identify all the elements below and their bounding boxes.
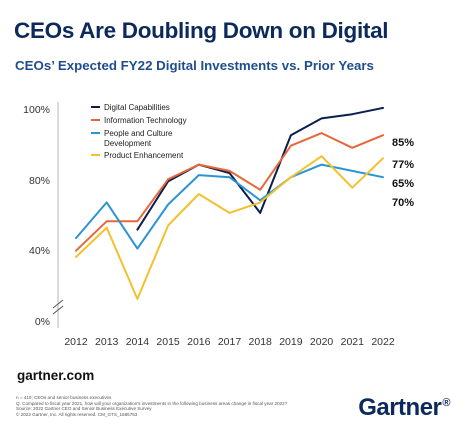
axis-break-mark-1: [52, 299, 64, 309]
y-tick-label-80: 80%: [29, 175, 50, 187]
y-tick-label-100: 100%: [23, 104, 50, 116]
series-line-information-technology: [75, 132, 384, 252]
legend-label: People and Culture Development: [104, 129, 175, 148]
footnote-source: Source: 2022 Gartner CEO and Senior Busi…: [16, 406, 152, 412]
legend-item-information-technology: Information Technology: [91, 116, 187, 125]
x-tick-label: 2022: [371, 336, 395, 348]
x-tick-label: 2015: [156, 336, 180, 348]
x-tick-label: 2019: [279, 336, 303, 348]
end-value-label: 65%: [392, 178, 414, 190]
x-tick-label: 2018: [249, 336, 273, 348]
x-tick-label: 2017: [218, 336, 242, 348]
x-tick-label: 2014: [126, 336, 150, 348]
x-tick-label: 2012: [64, 336, 88, 348]
end-value-label: 77%: [392, 159, 414, 171]
line-chart: 0% 40% 80% 100% 2012 2013 2014 2015 2016 2017…: [23, 102, 414, 348]
footnote-question: Q. Compared to fiscal year 2021, how wil…: [16, 400, 288, 406]
y-tick-label-40: 40%: [29, 245, 50, 257]
footnotes: n = 410; CEOs and senior business execut…: [16, 395, 287, 417]
footnote-sample: n = 410; CEOs and senior business execut…: [16, 395, 112, 400]
legend: Digital Capabilities Information Technol…: [91, 103, 187, 160]
legend-label: Information Technology: [104, 116, 187, 125]
legend-label-line-1: People and Culture: [104, 129, 173, 138]
end-value-label: 85%: [392, 137, 414, 149]
end-value-label: 70%: [392, 197, 414, 209]
series-line-digital-capabilities: [136, 106, 384, 231]
axis-break-mark-2: [52, 305, 64, 315]
legend-item-product-enhancement: Product Enhancement: [91, 151, 184, 160]
legend-label: Digital Capabilities: [104, 103, 170, 112]
legend-item-digital-capabilities: Digital Capabilities: [91, 103, 170, 112]
end-labels: 85% 77% 65% 70%: [392, 137, 414, 209]
gartner-logo: Gartner®: [358, 394, 450, 422]
x-tick-label: 2016: [187, 336, 211, 348]
footnote-copyright: © 2022 Gartner, Inc. All rights reserved…: [16, 411, 138, 417]
legend-item-people-and-culture: People and Culture Development: [91, 129, 175, 148]
brand-name: Gartner: [358, 394, 442, 421]
page-title: CEOs Are Doubling Down on Digital: [14, 18, 389, 43]
website-link[interactable]: gartner.com: [17, 368, 95, 383]
x-tick-label: 2020: [310, 336, 334, 348]
legend-label: Product Enhancement: [104, 151, 184, 160]
series-line-people-and-culture-development: [75, 163, 384, 250]
series-line-product-enhancement: [75, 155, 384, 300]
chart-subtitle: CEOs’ Expected FY22 Digital Investments …: [15, 58, 374, 73]
y-axis: 0% 40% 80% 100%: [23, 102, 64, 328]
legend-label-line-2: Development: [104, 139, 152, 148]
y-tick-label-0: 0%: [35, 316, 50, 328]
x-tick-label: 2013: [95, 336, 119, 348]
series-lines: [75, 106, 384, 300]
x-tick-label: 2021: [341, 336, 365, 348]
x-axis: 2012 2013 2014 2015 2016 2017 2018 2019 2020 2021…: [64, 336, 395, 348]
brand-trademark: ®: [442, 397, 450, 409]
